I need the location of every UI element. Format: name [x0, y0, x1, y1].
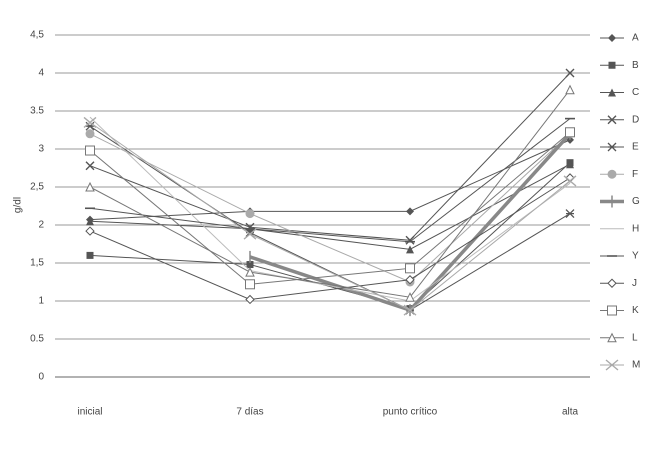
legend-label: G [632, 196, 640, 207]
series-line [89, 177, 571, 300]
series-line [89, 116, 571, 302]
marker [607, 332, 617, 343]
marker [86, 251, 94, 259]
y-tick-label: 1 [38, 296, 44, 307]
marker [85, 145, 95, 156]
x-tick-label: inicial [77, 407, 102, 418]
marker [85, 181, 95, 192]
series-line [89, 139, 571, 221]
marker [85, 121, 95, 131]
legend-label: A [632, 33, 639, 44]
legend-label: B [632, 60, 639, 71]
marker [83, 116, 97, 128]
series-line [89, 131, 571, 285]
y-tick-label: 0.5 [30, 334, 44, 345]
legend-label: H [632, 223, 639, 234]
legend-label: M [632, 360, 640, 371]
marker [608, 34, 616, 42]
series-line [89, 162, 571, 310]
y-tick-label: 1,5 [30, 258, 44, 269]
series-line [89, 118, 571, 243]
legend-label: E [632, 142, 639, 153]
legend-label: L [632, 332, 638, 343]
marker [405, 235, 415, 245]
x-tick-label: 7 días [236, 407, 263, 418]
legend-label: Y [632, 251, 639, 262]
y-tick-label: 3.5 [30, 106, 44, 117]
series-line [89, 163, 571, 250]
marker [85, 129, 95, 139]
marker [403, 304, 417, 316]
marker [608, 61, 616, 69]
marker [607, 115, 617, 125]
marker [607, 305, 617, 316]
marker [245, 267, 255, 277]
marker [563, 175, 577, 187]
x-tick-label: punto crítico [383, 407, 438, 418]
marker [565, 209, 575, 219]
marker [405, 263, 415, 274]
marker [565, 84, 575, 95]
marker [246, 261, 254, 269]
marker [85, 226, 95, 236]
y-tick-label: 3 [38, 144, 44, 155]
series-line [89, 133, 571, 283]
marker [565, 68, 575, 78]
y-tick-label: 2 [38, 220, 44, 231]
marker [245, 209, 255, 219]
series-line [89, 121, 571, 311]
marker [605, 359, 619, 371]
legend-label: F [632, 169, 638, 180]
marker [566, 160, 574, 169]
marker [565, 127, 575, 138]
legend-label: J [632, 278, 637, 289]
series-line [89, 72, 571, 241]
marker [406, 245, 414, 254]
legend-label: K [632, 305, 639, 316]
y-tick-label: 4 [38, 68, 44, 79]
x-tick-label: alta [562, 407, 579, 418]
y-tick-label: 0 [38, 372, 44, 383]
marker [245, 294, 255, 305]
marker [243, 228, 257, 240]
y-tick-label: 4,5 [30, 30, 44, 41]
legend-label: D [632, 114, 639, 125]
series-line [89, 125, 571, 311]
marker [405, 275, 415, 285]
marker [608, 88, 616, 97]
marker [86, 217, 94, 226]
y-tick-label: 2,5 [30, 182, 44, 193]
legend-label: C [632, 87, 639, 98]
marker [607, 142, 617, 152]
marker [245, 279, 255, 290]
marker [607, 169, 617, 179]
y-axis-label: g/dl [13, 197, 24, 213]
marker [607, 278, 617, 288]
marker [406, 207, 414, 216]
marker [85, 161, 95, 171]
series-line [89, 89, 571, 298]
marker [405, 292, 415, 302]
